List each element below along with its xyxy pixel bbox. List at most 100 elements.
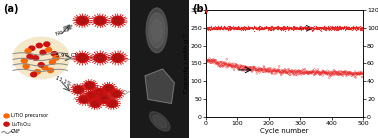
Point	[263, 26, 270, 29]
Point	[275, 24, 281, 27]
Point	[305, 72, 311, 75]
Point	[309, 71, 315, 73]
Point	[280, 28, 286, 30]
Point	[277, 71, 283, 73]
Point	[270, 27, 276, 29]
Point	[260, 68, 266, 71]
Point	[305, 72, 311, 74]
Point	[359, 28, 366, 30]
Circle shape	[31, 72, 37, 77]
Point	[308, 71, 314, 74]
Point	[243, 67, 249, 69]
Point	[350, 26, 356, 29]
Point	[312, 27, 318, 29]
Point	[304, 70, 310, 72]
Point	[285, 29, 291, 31]
Point	[207, 29, 213, 31]
Point	[239, 27, 245, 29]
Point	[226, 28, 232, 30]
Point	[260, 71, 266, 73]
Point	[359, 72, 366, 74]
Point	[293, 27, 299, 29]
Point	[259, 27, 265, 29]
Point	[358, 28, 364, 30]
Point	[236, 27, 242, 29]
Point	[204, 60, 211, 62]
Point	[264, 70, 270, 72]
Point	[221, 26, 227, 29]
Point	[248, 69, 254, 71]
Point	[256, 28, 262, 30]
Point	[291, 70, 297, 72]
Circle shape	[112, 16, 124, 25]
Point	[313, 26, 319, 29]
Point	[264, 27, 270, 29]
Point	[315, 26, 321, 28]
Point	[320, 28, 326, 30]
Point	[231, 66, 237, 68]
Point	[267, 25, 273, 28]
Point	[327, 27, 333, 30]
Point	[342, 70, 349, 72]
Point	[216, 26, 222, 28]
Point	[335, 26, 341, 28]
Point	[250, 27, 256, 29]
Point	[284, 25, 290, 28]
Point	[267, 28, 273, 31]
Point	[329, 72, 335, 74]
Point	[339, 27, 345, 29]
Circle shape	[75, 87, 82, 92]
Point	[213, 59, 219, 61]
Circle shape	[34, 70, 40, 74]
Point	[290, 26, 296, 28]
Point	[276, 69, 282, 71]
Point	[205, 26, 211, 28]
Point	[270, 27, 276, 29]
Point	[311, 28, 317, 30]
Point	[318, 71, 324, 74]
Point	[344, 27, 350, 29]
Point	[270, 28, 276, 30]
Point	[227, 26, 233, 28]
Point	[222, 65, 228, 67]
Point	[248, 26, 254, 29]
Point	[236, 68, 242, 70]
Point	[320, 26, 326, 29]
Point	[220, 28, 226, 30]
Point	[299, 27, 305, 30]
Point	[332, 27, 338, 30]
Point	[211, 58, 217, 61]
Point	[327, 71, 333, 74]
Point	[268, 69, 274, 72]
Circle shape	[29, 46, 35, 51]
Point	[307, 26, 313, 29]
Point	[326, 71, 332, 74]
Point	[292, 71, 298, 74]
Point	[266, 26, 272, 28]
Point	[345, 26, 351, 29]
Point	[208, 26, 214, 28]
Point	[218, 61, 225, 63]
Point	[246, 67, 253, 69]
Point	[296, 26, 302, 28]
Point	[240, 26, 246, 28]
Point	[313, 72, 319, 75]
Point	[209, 28, 215, 30]
Point	[286, 28, 292, 30]
Circle shape	[4, 114, 9, 118]
Point	[220, 65, 226, 67]
Point	[254, 70, 260, 72]
Point	[279, 26, 285, 29]
Point	[285, 26, 291, 29]
Point	[356, 26, 362, 28]
Point	[295, 71, 301, 73]
Point	[260, 27, 266, 29]
Point	[274, 25, 280, 27]
Point	[233, 27, 239, 29]
Point	[242, 28, 248, 30]
Point	[212, 59, 218, 62]
Point	[255, 27, 261, 30]
Point	[274, 28, 280, 30]
Point	[246, 28, 252, 30]
Point	[314, 27, 321, 30]
